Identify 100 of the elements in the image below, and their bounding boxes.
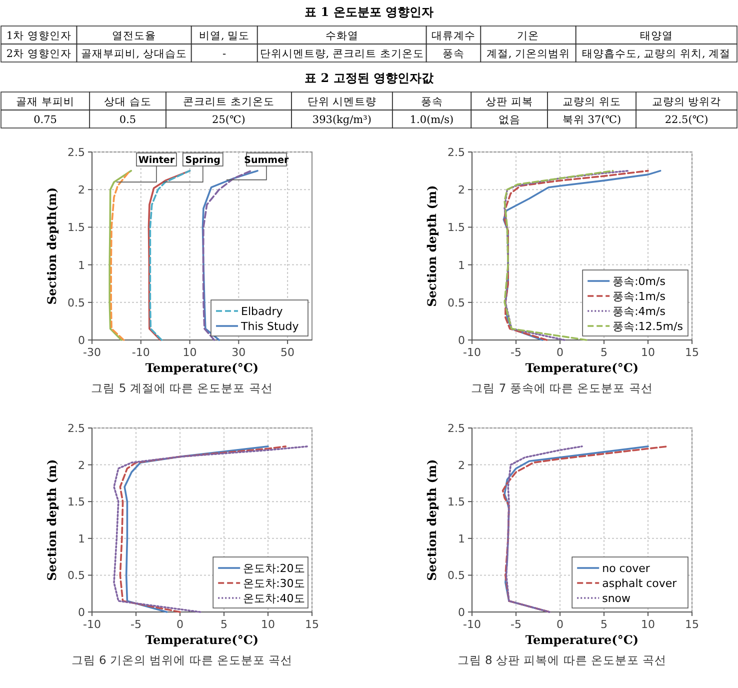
x-axis-title: Temperature(°C): [525, 361, 639, 375]
y-axis-title: Section depth (m): [45, 459, 59, 581]
category-label: 태양열: [640, 30, 673, 42]
legend-label: 풍속:4m/s: [612, 305, 666, 318]
category-label: 교량의 위도: [562, 96, 621, 108]
y-tick-label: 2: [458, 458, 465, 472]
text: 22.5(℃): [664, 114, 708, 126]
caption: 그림 6 기온의 범위에 따른 온도분포 곡선: [71, 653, 293, 667]
y-tick-label: 0.5: [448, 569, 465, 582]
y-tick-label: 0: [78, 606, 85, 619]
category-label: 1차 영향인자: [6, 30, 72, 42]
text: 1.0(m/s): [410, 114, 454, 126]
x-tick-label: -5: [510, 346, 522, 359]
text: 2차 영향인자: [6, 48, 72, 60]
x-tick-label: 15: [685, 618, 699, 631]
x-tick-label: 15: [305, 618, 319, 631]
x-tick-label: -30: [83, 346, 101, 359]
text: 골재부피비, 상대습도: [81, 48, 187, 60]
y-tick-label: 1: [78, 258, 85, 272]
text: 태양흡수도, 교량의 위치, 계절: [582, 48, 731, 60]
legend-label: no cover: [602, 562, 650, 575]
x-tick-label: 5: [600, 346, 608, 359]
legend-label: snow: [602, 592, 631, 605]
category-label: 수화열: [325, 30, 358, 42]
x-tick-label: 10: [641, 346, 655, 359]
x-tick-label: -5: [130, 618, 142, 631]
text: 단위시멘트량, 콘크리트 초기온도: [260, 48, 424, 60]
annotation: Spring: [185, 155, 220, 166]
category-label: 비열, 밀도: [198, 30, 250, 42]
legend-label: This Study: [240, 320, 300, 333]
category-label: 상대 습도: [104, 96, 152, 108]
legend-label: 풍속:12.5m/s: [612, 320, 684, 333]
y-tick-label: 0.5: [68, 296, 85, 310]
x-tick-label: 0: [556, 346, 564, 359]
legend-label: 풍속:1m/s: [612, 290, 666, 303]
y-tick-label: 1.5: [448, 496, 465, 509]
x-tick-label: 50: [280, 346, 295, 359]
x-tick-label: -10: [83, 618, 101, 631]
text: 북위 37(℃): [562, 114, 622, 126]
legend-label: 온도차:40도: [243, 592, 305, 605]
y-tick-label: 0.5: [68, 569, 85, 582]
category-label: 기온: [517, 30, 540, 42]
text: 0.5: [119, 114, 136, 126]
annotation: Winter: [138, 155, 175, 166]
category-label: 콘크리트 초기온도: [183, 96, 274, 108]
y-tick-label: 2.5: [448, 146, 465, 159]
x-tick-label: 10: [182, 346, 197, 359]
x-tick-label: 30: [232, 346, 246, 359]
y-tick-label: 1.5: [68, 496, 85, 509]
x-axis-title: Temperature(°C): [525, 633, 639, 647]
y-tick-label: 2: [78, 184, 85, 197]
y-tick-label: 0: [458, 334, 465, 347]
x-axis-title: Temperature(°C): [145, 633, 259, 647]
text: 표 1 온도분포 영향인자: [304, 5, 434, 19]
x-tick-label: 0: [556, 618, 564, 631]
y-tick-label: 1: [458, 258, 465, 272]
text: 계절, 기온의범위: [486, 48, 570, 60]
x-tick-label: -10: [463, 618, 481, 631]
legend-label: asphalt cover: [602, 577, 678, 590]
text: 25(℃): [212, 114, 246, 126]
x-tick-label: 15: [685, 346, 699, 359]
y-tick-label: 0: [78, 334, 85, 347]
y-tick-label: 2.5: [448, 422, 465, 435]
legend-label: Elbadry: [241, 305, 284, 318]
y-axis-title: Section depth (m): [425, 185, 439, 307]
y-tick-label: 2.5: [68, 422, 85, 435]
x-tick-label: 10: [261, 618, 275, 631]
x-tick-label: -5: [510, 618, 522, 631]
y-tick-label: 1: [78, 532, 85, 546]
category-label: 대류계수: [431, 30, 476, 42]
caption: 그림 5 계절에 따른 온도분포 곡선: [91, 381, 273, 395]
category-label: 열전도율: [112, 30, 156, 42]
y-tick-label: 2: [78, 458, 85, 472]
x-tick-label: 10: [641, 618, 655, 631]
x-tick-label: -10: [132, 346, 150, 359]
text: 풍속: [442, 48, 464, 60]
category-label: 단위 시멘트량: [307, 96, 377, 108]
text: 0.75: [34, 114, 58, 126]
caption: 그림 8 상판 피복에 따른 온도분포 곡선: [457, 653, 667, 667]
x-tick-label: -10: [463, 346, 481, 359]
text: -: [222, 48, 227, 60]
category-label: 상판 피복: [486, 96, 533, 108]
category-label: 골재 부피비: [16, 96, 74, 108]
y-axis-title: Section depth (m): [425, 459, 439, 581]
x-tick-label: 5: [220, 618, 228, 631]
legend-label: 온도차:20도: [243, 562, 305, 575]
legend-label: 풍속:0m/s: [612, 275, 666, 288]
y-tick-label: 0.5: [448, 296, 465, 310]
y-tick-label: 2: [458, 184, 465, 197]
caption: 그림 7 풍속에 따른 온도분포 곡선: [471, 381, 653, 395]
y-tick-label: 1.5: [448, 221, 465, 234]
text: 없음: [498, 114, 520, 126]
y-axis-title: Section depth(m): [45, 187, 59, 305]
y-tick-label: 1: [458, 532, 465, 546]
category-label: 교량의 방위각: [652, 96, 722, 108]
legend-label: 온도차:30도: [243, 577, 305, 590]
x-axis-title: Temperature(°C): [145, 361, 259, 375]
y-tick-label: 1.5: [68, 221, 85, 234]
category-label: 풍속: [420, 96, 443, 108]
text: 표 2 고정된 영향인자값: [304, 71, 434, 85]
